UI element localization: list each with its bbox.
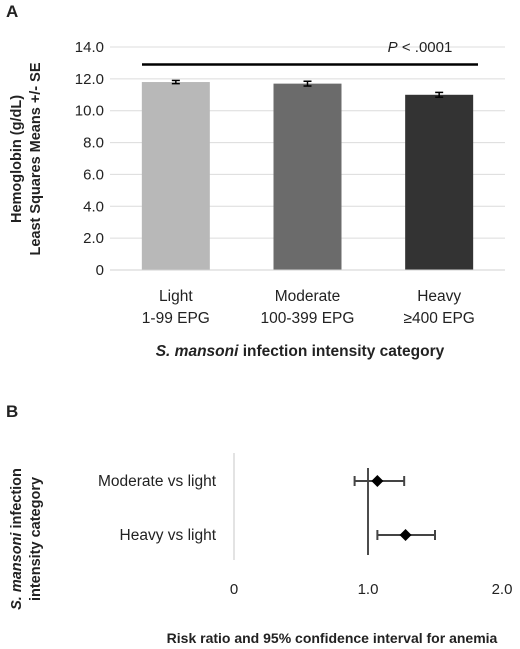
y-tick-label: 2.0 [83, 230, 104, 247]
y-tick-label: 12.0 [75, 71, 104, 88]
x-category-label: Moderate [275, 288, 340, 305]
x-category-label: Heavy [417, 288, 461, 305]
category-label: Heavy vs light [120, 527, 217, 544]
panel-b-categories: Moderate vs light Heavy vs light [98, 473, 217, 544]
y-tick-label: 8.0 [83, 135, 104, 152]
bar-heavy [405, 94, 474, 271]
y-tick-label: 10.0 [75, 103, 104, 120]
panel-b-x-axis-title: Risk ratio and 95% confidence interval f… [167, 630, 498, 646]
panel-b-y-axis-title-line1: S. mansoni infection [9, 468, 25, 610]
category-label: Moderate vs light [98, 473, 217, 490]
x-category-sublabel: 1-99 EPG [142, 310, 210, 327]
y-tick-label: 6.0 [83, 166, 104, 183]
x-tick-label: 2.0 [492, 581, 513, 598]
panel-a-x-categories: Light 1-99 EPG Moderate 100-399 EPG Heavy ≥40… [142, 288, 475, 327]
panel-a-y-ticks: 0 2.0 4.0 6.0 8.0 10.0 12.0 14.0 [75, 39, 104, 279]
panel-a-label: A [6, 2, 18, 21]
y-tick-label: 14.0 [75, 39, 104, 56]
x-category-sublabel: 100-399 EPG [261, 310, 355, 327]
x-category-sublabel: ≥400 EPG [403, 310, 474, 327]
panel-b-estimates [353, 475, 436, 541]
panel-a-y-axis-title-line1: Hemoglobin (g/dL) [9, 95, 25, 223]
panel-b-y-axis-title-line2: intensity category [28, 477, 44, 601]
bar-moderate [273, 83, 342, 270]
panel-a-bars [141, 79, 474, 271]
point-estimate [399, 529, 412, 541]
point-estimate [371, 475, 384, 487]
panel-b-label: B [6, 402, 18, 421]
significance-annotation: P < .0001 [388, 39, 453, 56]
x-category-label: Light [159, 288, 193, 305]
x-tick-label: 0 [230, 581, 238, 598]
bar-light [141, 82, 210, 271]
x-tick-label: 1.0 [358, 581, 379, 598]
panel-b-x-ticks: 0 1.0 2.0 [230, 581, 513, 598]
panel-a-x-axis-title: S. mansoni infection intensity category [156, 343, 445, 360]
panel-a-y-axis-title-line2: Least Squares Means +/- SE [28, 62, 44, 255]
y-tick-label: 0 [96, 262, 104, 279]
y-tick-label: 4.0 [83, 198, 104, 215]
